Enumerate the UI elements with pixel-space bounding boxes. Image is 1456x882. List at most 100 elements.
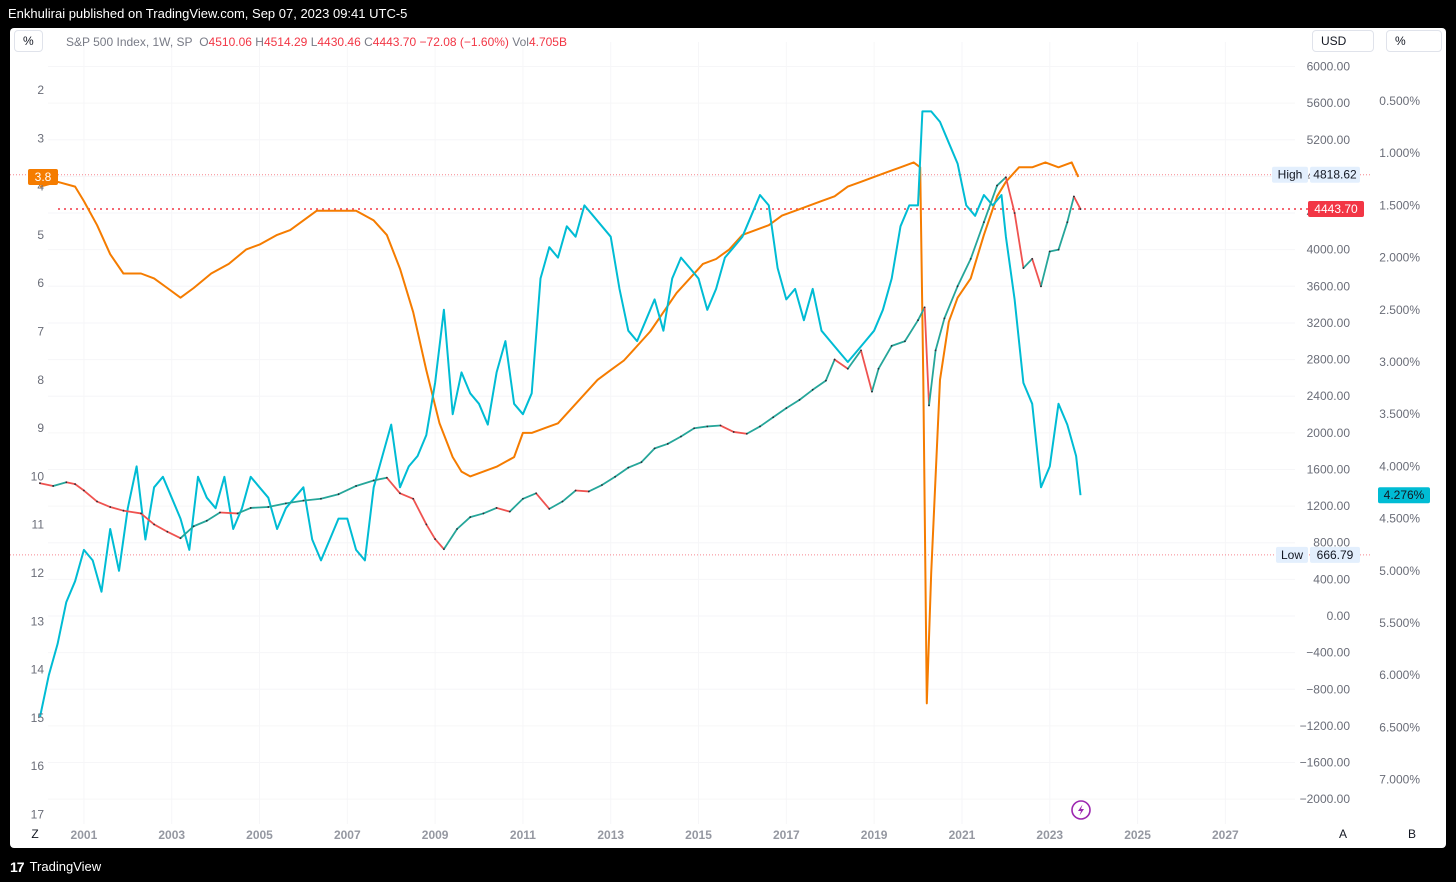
percent-scale-button-right[interactable]: %	[1386, 30, 1442, 52]
spx-point	[372, 479, 375, 482]
spx-segment	[399, 492, 415, 500]
spx-point	[923, 306, 926, 309]
spx-segment	[877, 344, 893, 370]
lightning-icon[interactable]	[1071, 800, 1091, 820]
rate-axis-tick: 5.500%	[1379, 616, 1420, 630]
price-axis-tick: 3200.00	[1307, 316, 1351, 330]
rate-axis-tick: 6.500%	[1379, 720, 1420, 734]
spx-point	[302, 499, 305, 502]
spx-segment	[482, 507, 498, 515]
time-axis-tick: 2027	[1212, 828, 1239, 842]
spx-segment	[52, 481, 68, 487]
spx-segment	[1022, 257, 1034, 269]
last-price-badge-bg	[1308, 201, 1364, 218]
price-badges: High 4818.62 Low 666.79 4443.70 3.8 4.276%	[28, 166, 1430, 563]
spx-point	[877, 367, 880, 370]
legend-change: −72.08 (−1.60%)	[419, 35, 509, 49]
chart-canvas[interactable]: 2 3 4 5 6 7 8 9 10 11 12 13 14 15 16 17 Z 6000.00 5600.00…	[10, 28, 1446, 848]
left-axis-tick: 15	[31, 711, 45, 725]
price-axis-tick: 2800.00	[1307, 353, 1351, 367]
price-axis-tick: 400.00	[1313, 572, 1350, 586]
spx-segment	[833, 358, 849, 370]
rate-axis-tick: 3.000%	[1379, 355, 1420, 369]
spx-point	[153, 523, 156, 526]
spx-point	[1022, 267, 1025, 269]
spx-point	[666, 442, 669, 445]
spx-point	[706, 425, 709, 428]
spx-segment	[205, 511, 221, 522]
orange-last-badge-text: 3.8	[35, 170, 52, 184]
left-axis-tick: 4	[37, 180, 44, 194]
spx-segment	[372, 476, 388, 482]
price-axis-tick: −400.00	[1306, 646, 1350, 660]
chart-panel[interactable]: 2 3 4 5 6 7 8 9 10 11 12 13 14 15 16 17 Z 6000.00 5600.00…	[10, 28, 1446, 848]
rate-axis-tick: 2.500%	[1379, 303, 1420, 317]
spx-point	[956, 285, 959, 288]
time-axis-tick: 2019	[861, 828, 888, 842]
left-axis-tick: 8	[37, 373, 44, 387]
spx-segment	[302, 497, 322, 502]
spx-point	[561, 500, 564, 503]
spx-segment	[249, 506, 270, 509]
spx-segment	[548, 500, 564, 510]
spx-point	[522, 497, 524, 500]
percent-scale-button-left[interactable]: %	[14, 30, 43, 52]
spx-point	[469, 516, 472, 518]
spx-point	[846, 367, 849, 370]
spx-segment	[587, 484, 603, 493]
time-axis-tick: 2021	[949, 828, 976, 842]
rate-axis[interactable]: 0.500% 1.000% 1.500% 2.000% 2.500% 3.000% 3.50…	[1379, 94, 1420, 841]
spx-point	[680, 435, 682, 438]
spx-segment	[236, 507, 252, 515]
spx-segment	[983, 184, 998, 224]
spx-segment	[719, 424, 735, 433]
currency-button[interactable]: USD	[1312, 30, 1374, 52]
spx-segment	[96, 500, 112, 508]
left-axis-tick: 9	[37, 421, 44, 435]
spx-point	[745, 432, 748, 435]
spx-point	[903, 340, 906, 343]
spx-segment	[1048, 248, 1060, 253]
spx-point	[179, 537, 182, 540]
spx-point	[284, 502, 287, 505]
legend-high-value: 4514.29	[263, 35, 308, 49]
price-axis-corner: A	[1339, 827, 1347, 841]
left-axis-tick: 17	[31, 808, 45, 822]
spx-point	[1048, 250, 1051, 253]
spx-segment	[1073, 195, 1082, 210]
spx-segment	[83, 489, 98, 503]
time-axis-tick: 2009	[422, 828, 449, 842]
spx-segment	[614, 466, 630, 478]
left-axis-corner: Z	[31, 827, 38, 841]
grid	[48, 42, 1295, 824]
legend-vol-label: Vol	[512, 35, 529, 49]
left-axis-tick: 12	[31, 566, 45, 580]
spx-segment	[956, 257, 972, 288]
legend-vol-value: 4.705B	[528, 35, 567, 49]
spx-point	[693, 427, 696, 430]
left-axis-tick: 11	[32, 518, 45, 532]
orange-last-badge-bg	[28, 168, 58, 185]
spx-segment	[693, 425, 709, 430]
left-axis-tick: 10	[31, 469, 45, 483]
footer-brand: TradingView	[29, 859, 102, 874]
spx-point	[1057, 248, 1060, 251]
time-axis[interactable]: 2001 2003 2005 2007 2009 2011 2013 2015 2017 2019…	[71, 828, 1239, 842]
legend-low-value: 4430.46	[317, 35, 361, 49]
rate-axis-tick: 7.000%	[1379, 773, 1420, 787]
spx-point	[249, 507, 252, 509]
spx-point	[1079, 208, 1082, 210]
spx-point	[928, 404, 930, 407]
spx-segment	[355, 479, 375, 487]
spx-segment	[469, 512, 485, 518]
price-axis-tick: −1200.00	[1300, 719, 1351, 733]
spx-point	[495, 507, 498, 509]
spx-segment	[1004, 176, 1016, 214]
spx-segment	[425, 523, 437, 540]
spx-point	[385, 476, 388, 479]
spx-point	[267, 506, 270, 508]
spx-segment	[192, 519, 208, 528]
spx-segment	[39, 482, 55, 487]
spx-point	[443, 548, 445, 551]
